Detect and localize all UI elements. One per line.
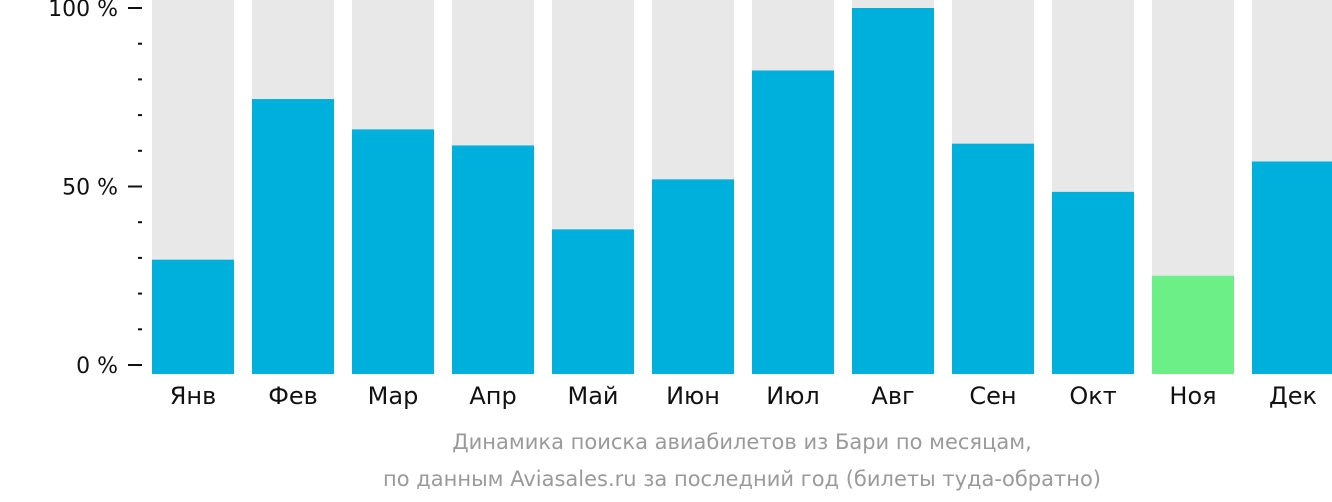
y-axis: 0 % 50 % 100 %: [48, 0, 142, 379]
bar-2: [352, 129, 434, 374]
y-tick-label-2: 100 %: [48, 0, 118, 22]
bar-7: [852, 8, 934, 374]
x-tick-label-5: Июн: [666, 382, 720, 410]
chart-caption-line-1: Динамика поиска авиабилетов из Бари по м…: [452, 430, 1032, 454]
chart-caption-line-2: по данным Aviasales.ru за последний год …: [383, 467, 1101, 491]
bar-8: [952, 143, 1034, 374]
x-tick-label-1: Фев: [268, 382, 318, 410]
x-tick-label-0: Янв: [170, 382, 217, 410]
x-axis: Янв Фев Мар Апр Май Июн Июл Авг Сен Окт Ноя Дек: [170, 382, 1317, 410]
x-tick-label-6: Июл: [766, 382, 820, 410]
data-bars: [152, 8, 1332, 374]
x-tick-label-4: Май: [567, 382, 618, 410]
bar-11: [1252, 161, 1332, 374]
x-tick-label-10: Ноя: [1169, 382, 1216, 410]
x-tick-label-7: Авг: [871, 382, 914, 410]
bar-6: [752, 70, 834, 374]
y-tick-label-1: 50 %: [62, 176, 118, 201]
bar-chart: 0 % 50 % 100 % Янв Фев Мар Апр Май Июн Июл Авг Сен…: [48, 0, 1332, 410]
x-tick-label-2: Мар: [368, 382, 419, 410]
bar-5: [652, 179, 734, 374]
bar-9: [1052, 191, 1134, 374]
x-tick-label-3: Апр: [469, 382, 516, 410]
x-tick-label-11: Дек: [1269, 382, 1317, 410]
bar-1: [252, 99, 334, 374]
bar-4: [552, 229, 634, 374]
y-tick-label-0: 0 %: [76, 354, 118, 379]
x-tick-label-8: Сен: [969, 382, 1016, 410]
bar-3: [452, 145, 534, 374]
x-tick-label-9: Окт: [1069, 382, 1116, 410]
bar-0: [152, 259, 234, 374]
bar-10: [1152, 275, 1234, 374]
